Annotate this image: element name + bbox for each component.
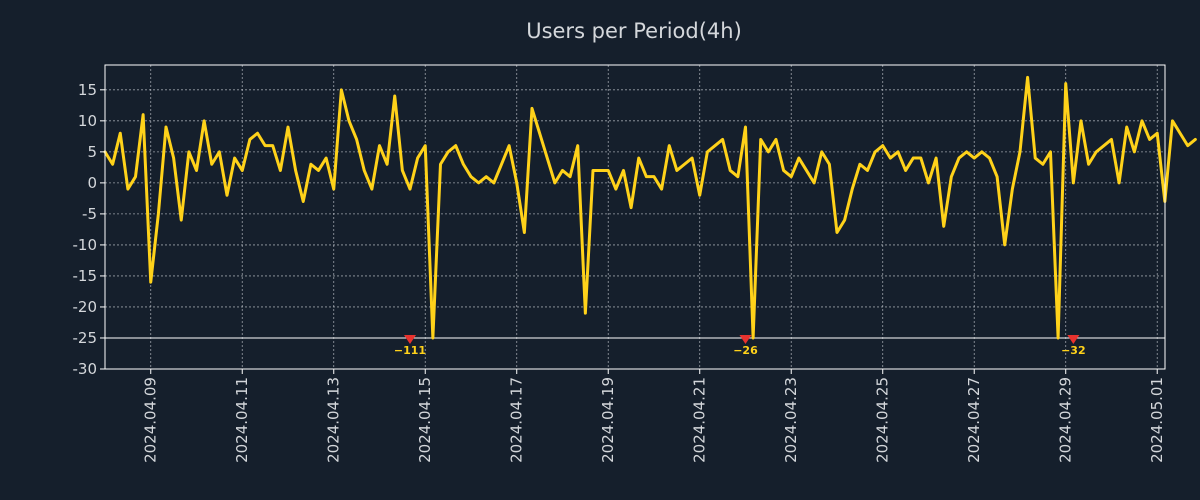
x-tick-label: 2024.04.29	[1057, 377, 1075, 463]
series-line	[103, 75, 1197, 340]
x-tick-label: 2024.04.09	[142, 377, 160, 463]
x-tick-label: 2024.04.27	[965, 377, 983, 463]
y-tick-label: -30	[73, 360, 98, 378]
y-tick-label: 0	[87, 174, 97, 192]
x-tick-label: 2024.04.25	[874, 377, 892, 463]
x-axis: 2024.04.09 2024.04.11 2024.04.13 2024.04.15…	[142, 369, 1166, 463]
outlier-label: −32	[1061, 344, 1086, 357]
y-tick-label: 10	[78, 112, 97, 130]
y-tick-label: 5	[87, 143, 97, 161]
x-tick-label: 2024.04.23	[782, 377, 800, 463]
y-tick-label: 15	[78, 81, 97, 99]
y-tick-label: -25	[73, 329, 98, 347]
annotation-markers: −111 −26 −32	[394, 334, 1086, 357]
y-axis: 15 10 5 0 -5 -10 -15 -20 -25 -30	[73, 81, 105, 378]
x-tick-label: 2024.04.11	[233, 377, 251, 463]
chart-title: Users per Period(4h)	[526, 19, 742, 43]
outlier-marker	[1067, 334, 1080, 344]
y-tick-label: -20	[73, 298, 98, 316]
y-tick-label: -5	[82, 205, 97, 223]
y-tick-label: -15	[73, 267, 98, 285]
y-tick-label: -10	[73, 236, 98, 254]
series-layer	[103, 75, 1197, 340]
x-tick-label: 2024.04.15	[416, 377, 434, 463]
outlier-marker	[403, 334, 416, 344]
plot-frame	[104, 64, 1166, 370]
x-tick-label: 2024.04.17	[508, 377, 526, 463]
x-tick-label: 2024.04.21	[691, 377, 709, 463]
x-tick-label: 2024.04.19	[599, 377, 617, 463]
x-tick-label: 2024.05.01	[1148, 377, 1166, 463]
x-tick-label: 2024.04.13	[325, 377, 343, 463]
outlier-label: −111	[394, 344, 426, 357]
outlier-label: −26	[733, 344, 758, 357]
outlier-marker	[739, 334, 752, 344]
